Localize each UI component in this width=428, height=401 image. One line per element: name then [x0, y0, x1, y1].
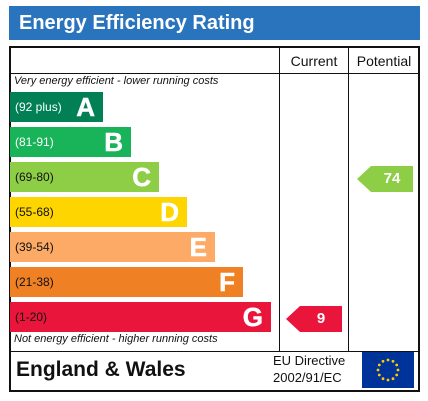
top-caption: Very energy efficient - lower running co… — [14, 75, 219, 87]
band-f: (21-38) F — [10, 267, 243, 297]
current-rating-arrow: 9 — [286, 306, 342, 332]
band-b: (81-91) B — [10, 127, 131, 157]
band-c-letter: C — [132, 162, 151, 193]
directive-line-2: 2002/91/EC — [273, 370, 342, 385]
band-d: (55-68) D — [10, 197, 187, 227]
band-e-letter: E — [189, 232, 207, 263]
page-title: Energy Efficiency Rating — [9, 6, 420, 40]
band-b-range: (81-91) — [15, 135, 54, 149]
footer-divider — [9, 351, 420, 352]
potential-rating-arrow: 74 — [357, 166, 413, 192]
column-divider-potential — [348, 46, 349, 352]
eu-directive: EU Directive 2002/91/EC — [273, 352, 359, 386]
band-g-range: (1-20) — [15, 310, 48, 324]
directive-line-1: EU Directive — [273, 353, 346, 368]
band-e-range: (39-54) — [15, 240, 54, 254]
band-g: (1-20) G — [10, 302, 271, 332]
current-column-header: Current — [290, 53, 338, 69]
band-c-range: (69-80) — [15, 170, 54, 184]
band-g-letter: G — [242, 302, 264, 333]
band-d-range: (55-68) — [15, 205, 54, 219]
band-a-range: (92 plus) — [15, 100, 62, 114]
band-f-letter: F — [219, 267, 235, 298]
column-divider-current — [279, 46, 280, 352]
band-a-letter: A — [76, 92, 95, 123]
band-d-letter: D — [160, 197, 179, 228]
band-f-range: (21-38) — [15, 275, 54, 289]
band-a: (92 plus) A — [10, 92, 103, 122]
bottom-caption: Not energy efficient - higher running co… — [14, 333, 218, 345]
eu-flag-stars — [376, 358, 400, 382]
header-divider — [9, 73, 420, 74]
band-e: (39-54) E — [10, 232, 215, 262]
band-c: (69-80) C — [10, 162, 159, 192]
region-label: England & Wales — [16, 358, 186, 381]
eu-flag-icon — [362, 352, 414, 388]
band-b-letter: B — [104, 127, 123, 158]
potential-column-header: Potential — [356, 53, 412, 69]
